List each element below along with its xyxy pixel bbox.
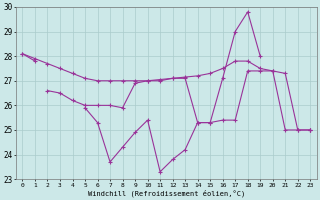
X-axis label: Windchill (Refroidissement éolien,°C): Windchill (Refroidissement éolien,°C) <box>88 189 245 197</box>
